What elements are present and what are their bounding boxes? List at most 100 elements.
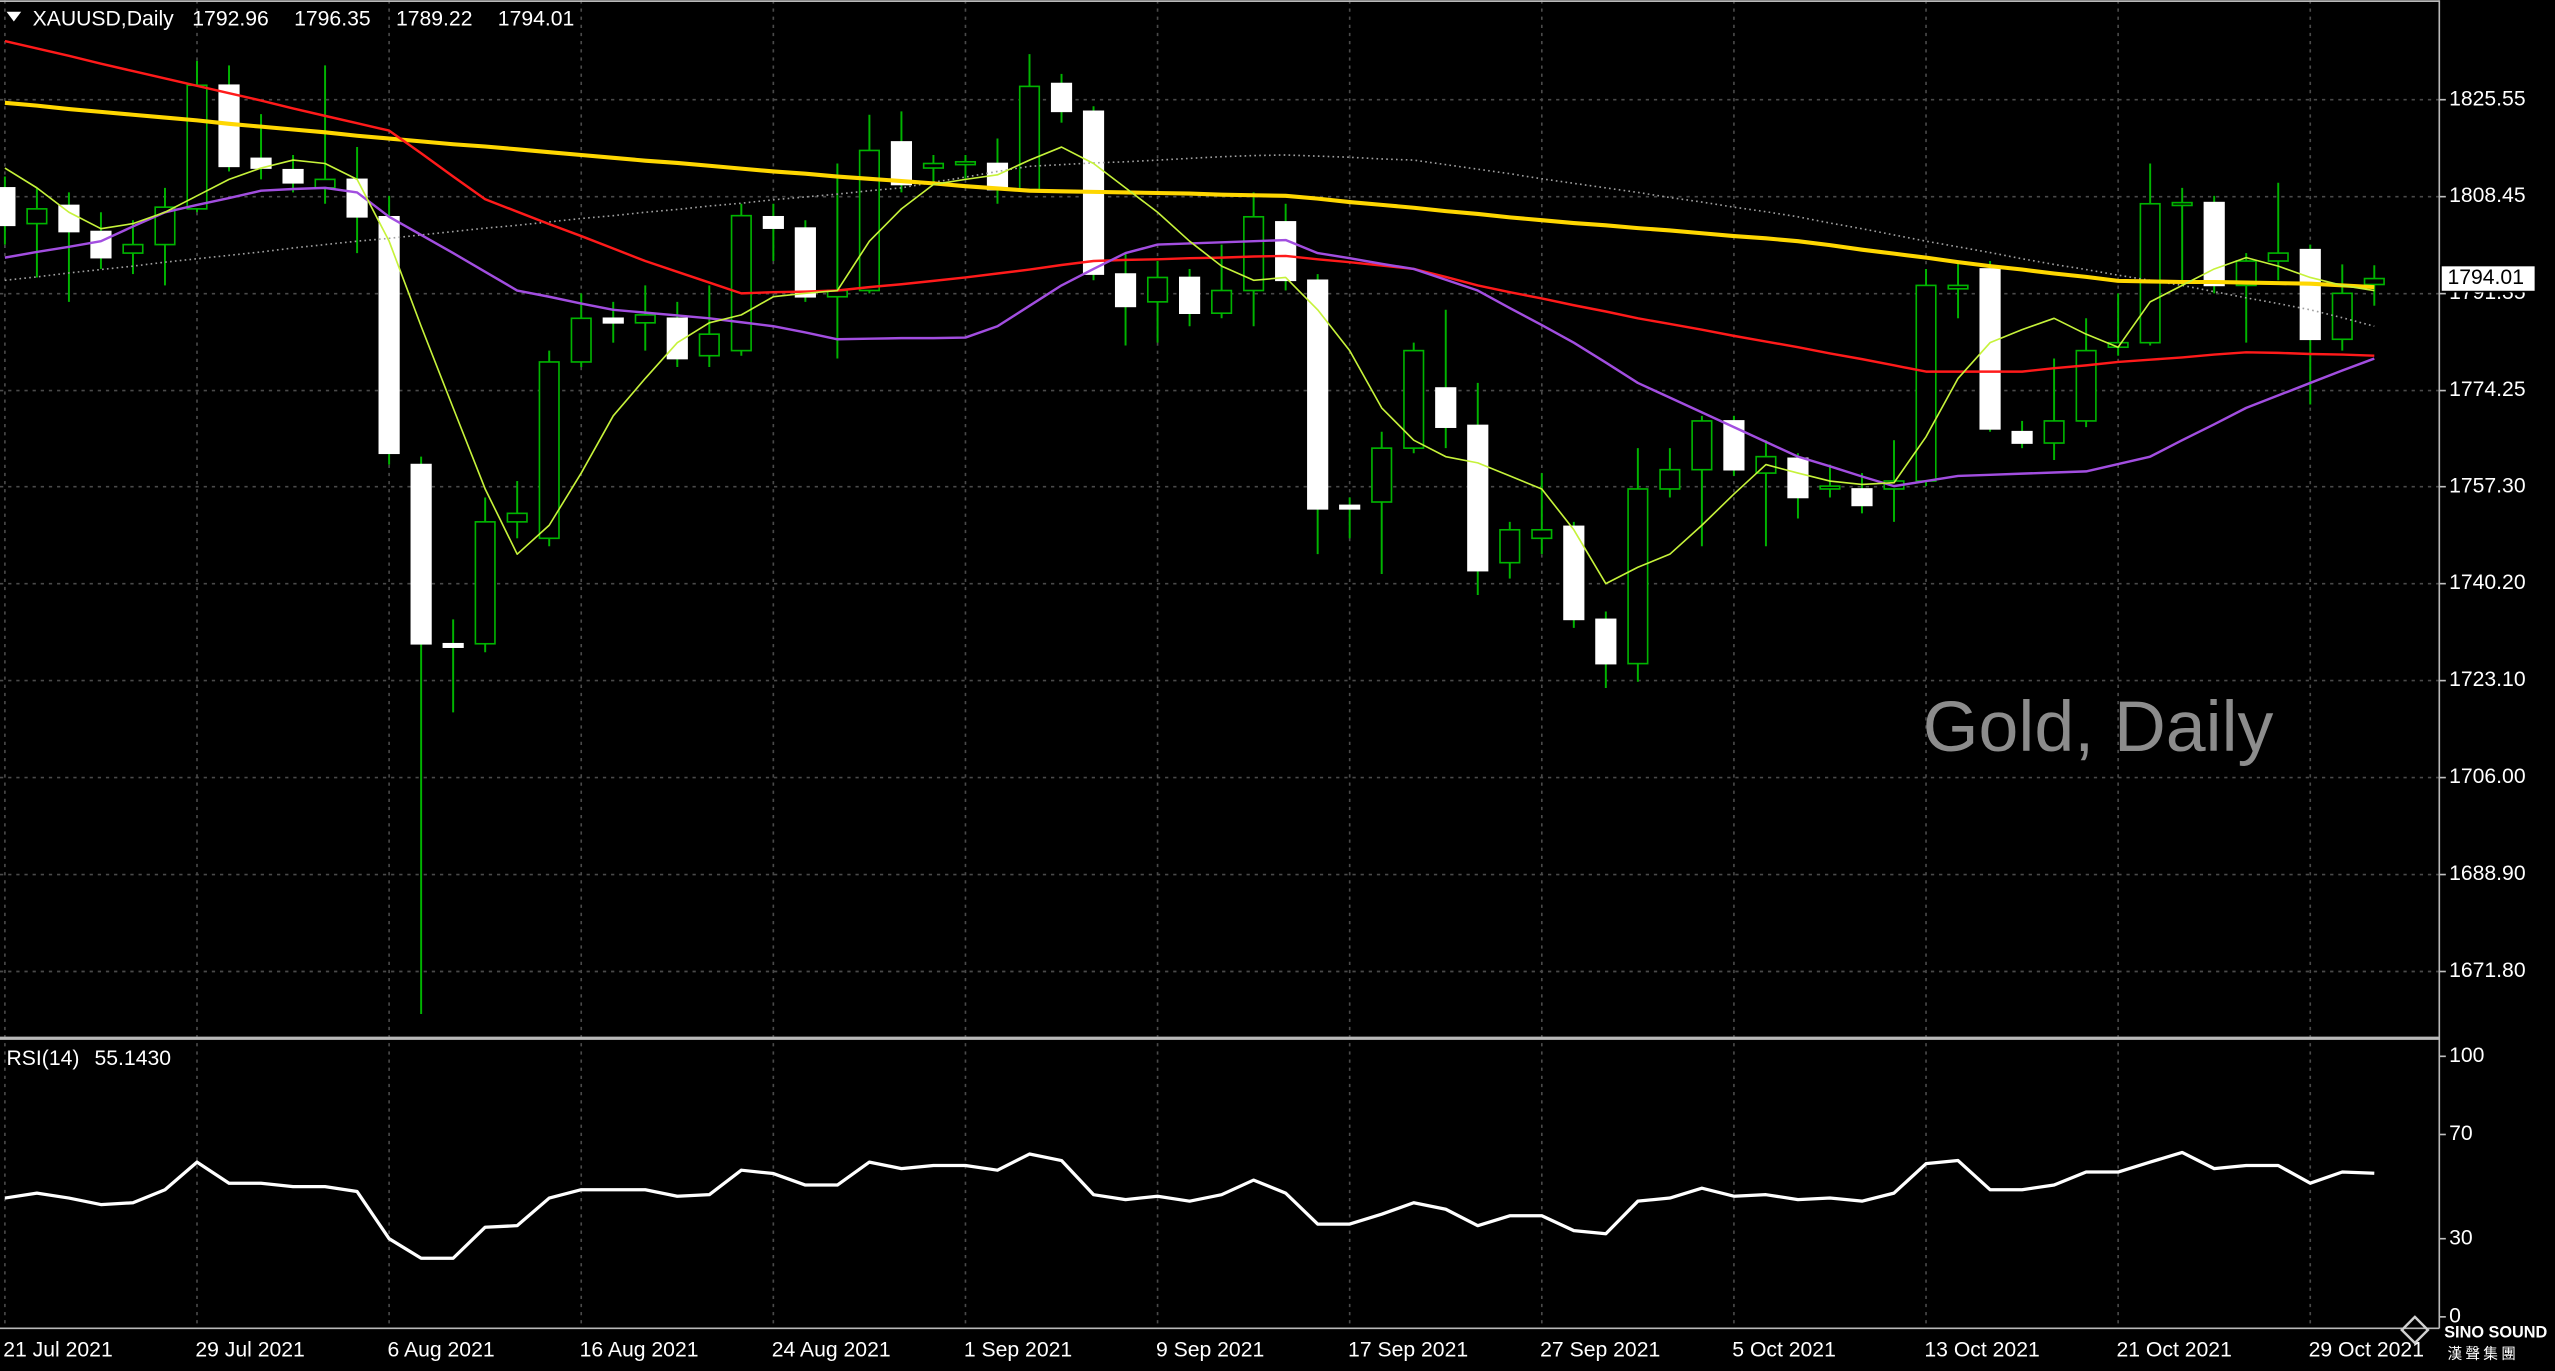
candle-body (122, 243, 144, 254)
candle-body (282, 168, 304, 184)
candle-body (1339, 504, 1361, 510)
candle-body (2075, 349, 2097, 422)
indicator-line (4, 39, 2375, 373)
candle-body (2331, 292, 2353, 341)
candle-body (1627, 488, 1649, 665)
candle-body (410, 463, 432, 645)
x-tick-label: 21 Oct 2021 (2117, 1339, 2232, 1362)
header-open: 1792.96 (192, 7, 269, 30)
y-tick-label: 1808.45 (2449, 184, 2526, 207)
candle-body (570, 317, 592, 363)
candle-body (154, 206, 176, 246)
candle-body (2299, 248, 2321, 341)
header-low: 1789.22 (396, 7, 473, 30)
candle-body (1499, 528, 1521, 564)
candle-body (890, 141, 913, 186)
x-tick-label: 24 Aug 2021 (772, 1339, 891, 1362)
y-tick-label: 70 (2449, 1122, 2473, 1145)
y-tick-label: 0 (2449, 1304, 2461, 1327)
candle-body (1659, 468, 1681, 490)
y-tick-label: 30 (2449, 1226, 2473, 1249)
y-tick-label: 1688.90 (2449, 862, 2526, 885)
y-tick-label: 100 (2449, 1044, 2484, 1067)
candle-body (1371, 447, 1393, 503)
header-triangle (6, 11, 22, 22)
x-tick-label: 29 Oct 2021 (2309, 1339, 2424, 1362)
x-tick-label: 27 Sep 2021 (1540, 1339, 1660, 1362)
candle-body (1050, 82, 1073, 113)
candle-body (1819, 485, 1841, 490)
candle-body (1691, 420, 1713, 471)
candle-body (0, 187, 16, 227)
x-tick-label: 17 Sep 2021 (1348, 1339, 1468, 1362)
candle-body (1467, 424, 1489, 572)
x-tick-label: 6 Aug 2021 (387, 1339, 494, 1362)
candle-body (1178, 276, 1201, 315)
current-price: 1794.01 (2447, 266, 2524, 289)
candle-body (378, 215, 400, 455)
candle-body (1243, 215, 1265, 292)
candle-body (634, 314, 656, 324)
price-box (2440, 264, 2537, 293)
candle-body (314, 178, 336, 189)
indicator-line (4, 146, 2375, 585)
candle-body (794, 227, 816, 298)
candle-body (442, 642, 464, 648)
candle-body (2203, 201, 2225, 287)
candle-body (1947, 284, 1969, 290)
candle-body (1723, 420, 1745, 471)
candle-body (26, 208, 48, 225)
candle-body (90, 230, 112, 259)
candle-body (1915, 284, 1937, 482)
y-tick-label: 1740.20 (2449, 571, 2526, 594)
candle-body (698, 333, 720, 357)
candle-body (2043, 420, 2065, 444)
indicator-line (4, 1150, 2375, 1260)
x-tick-label: 1 Sep 2021 (964, 1339, 1072, 1362)
x-tick-label: 5 Oct 2021 (1732, 1339, 1836, 1362)
candle-body (2235, 260, 2257, 287)
y-tick-label: 1671.80 (2449, 959, 2526, 982)
y-tick-label: 1706.00 (2449, 765, 2526, 788)
x-tick-label: 9 Sep 2021 (1156, 1339, 1264, 1362)
candle-body (602, 317, 624, 324)
candle-body (506, 512, 528, 523)
logo-icon (2400, 1315, 2430, 1345)
candle-body (1403, 349, 1425, 449)
header-close: 1794.01 (498, 7, 575, 30)
indicator-line (4, 154, 2375, 328)
candle-body (2267, 252, 2289, 262)
x-tick-label: 13 Oct 2021 (1924, 1339, 2039, 1362)
indicator-title: RSI(14) (7, 1047, 80, 1070)
candle-body (58, 204, 80, 233)
candle-body (1146, 276, 1169, 303)
logo-name: SINO SOUND (2444, 1324, 2547, 1342)
candle-body (538, 361, 560, 540)
candle-body (474, 521, 496, 645)
x-tick-label: 21 Jul 2021 (3, 1339, 112, 1362)
candle-body (1595, 618, 1617, 665)
y-tick-label: 1757.30 (2449, 474, 2526, 497)
indicator-line (4, 186, 2375, 488)
candle-body (1211, 289, 1233, 315)
candle-body (1435, 387, 1457, 428)
candle-body (2363, 277, 2385, 286)
x-tick-label: 29 Jul 2021 (195, 1339, 304, 1362)
header-high: 1796.35 (294, 7, 371, 30)
candle-body (858, 149, 880, 292)
candle-body (1114, 273, 1137, 308)
x-tick-label: 16 Aug 2021 (580, 1339, 699, 1362)
candle-body (762, 215, 784, 229)
candle-body (1531, 528, 1553, 540)
chart-title: XAUUSD,Daily (33, 7, 175, 30)
candle-body (1563, 525, 1585, 621)
candle-body (730, 214, 752, 352)
candle-body (1851, 488, 1873, 507)
candle-body (1307, 279, 1329, 510)
candle-body (922, 162, 945, 169)
candle-body (2171, 201, 2193, 207)
y-tick-label: 1774.25 (2449, 378, 2526, 401)
candle-body (1787, 457, 1809, 499)
